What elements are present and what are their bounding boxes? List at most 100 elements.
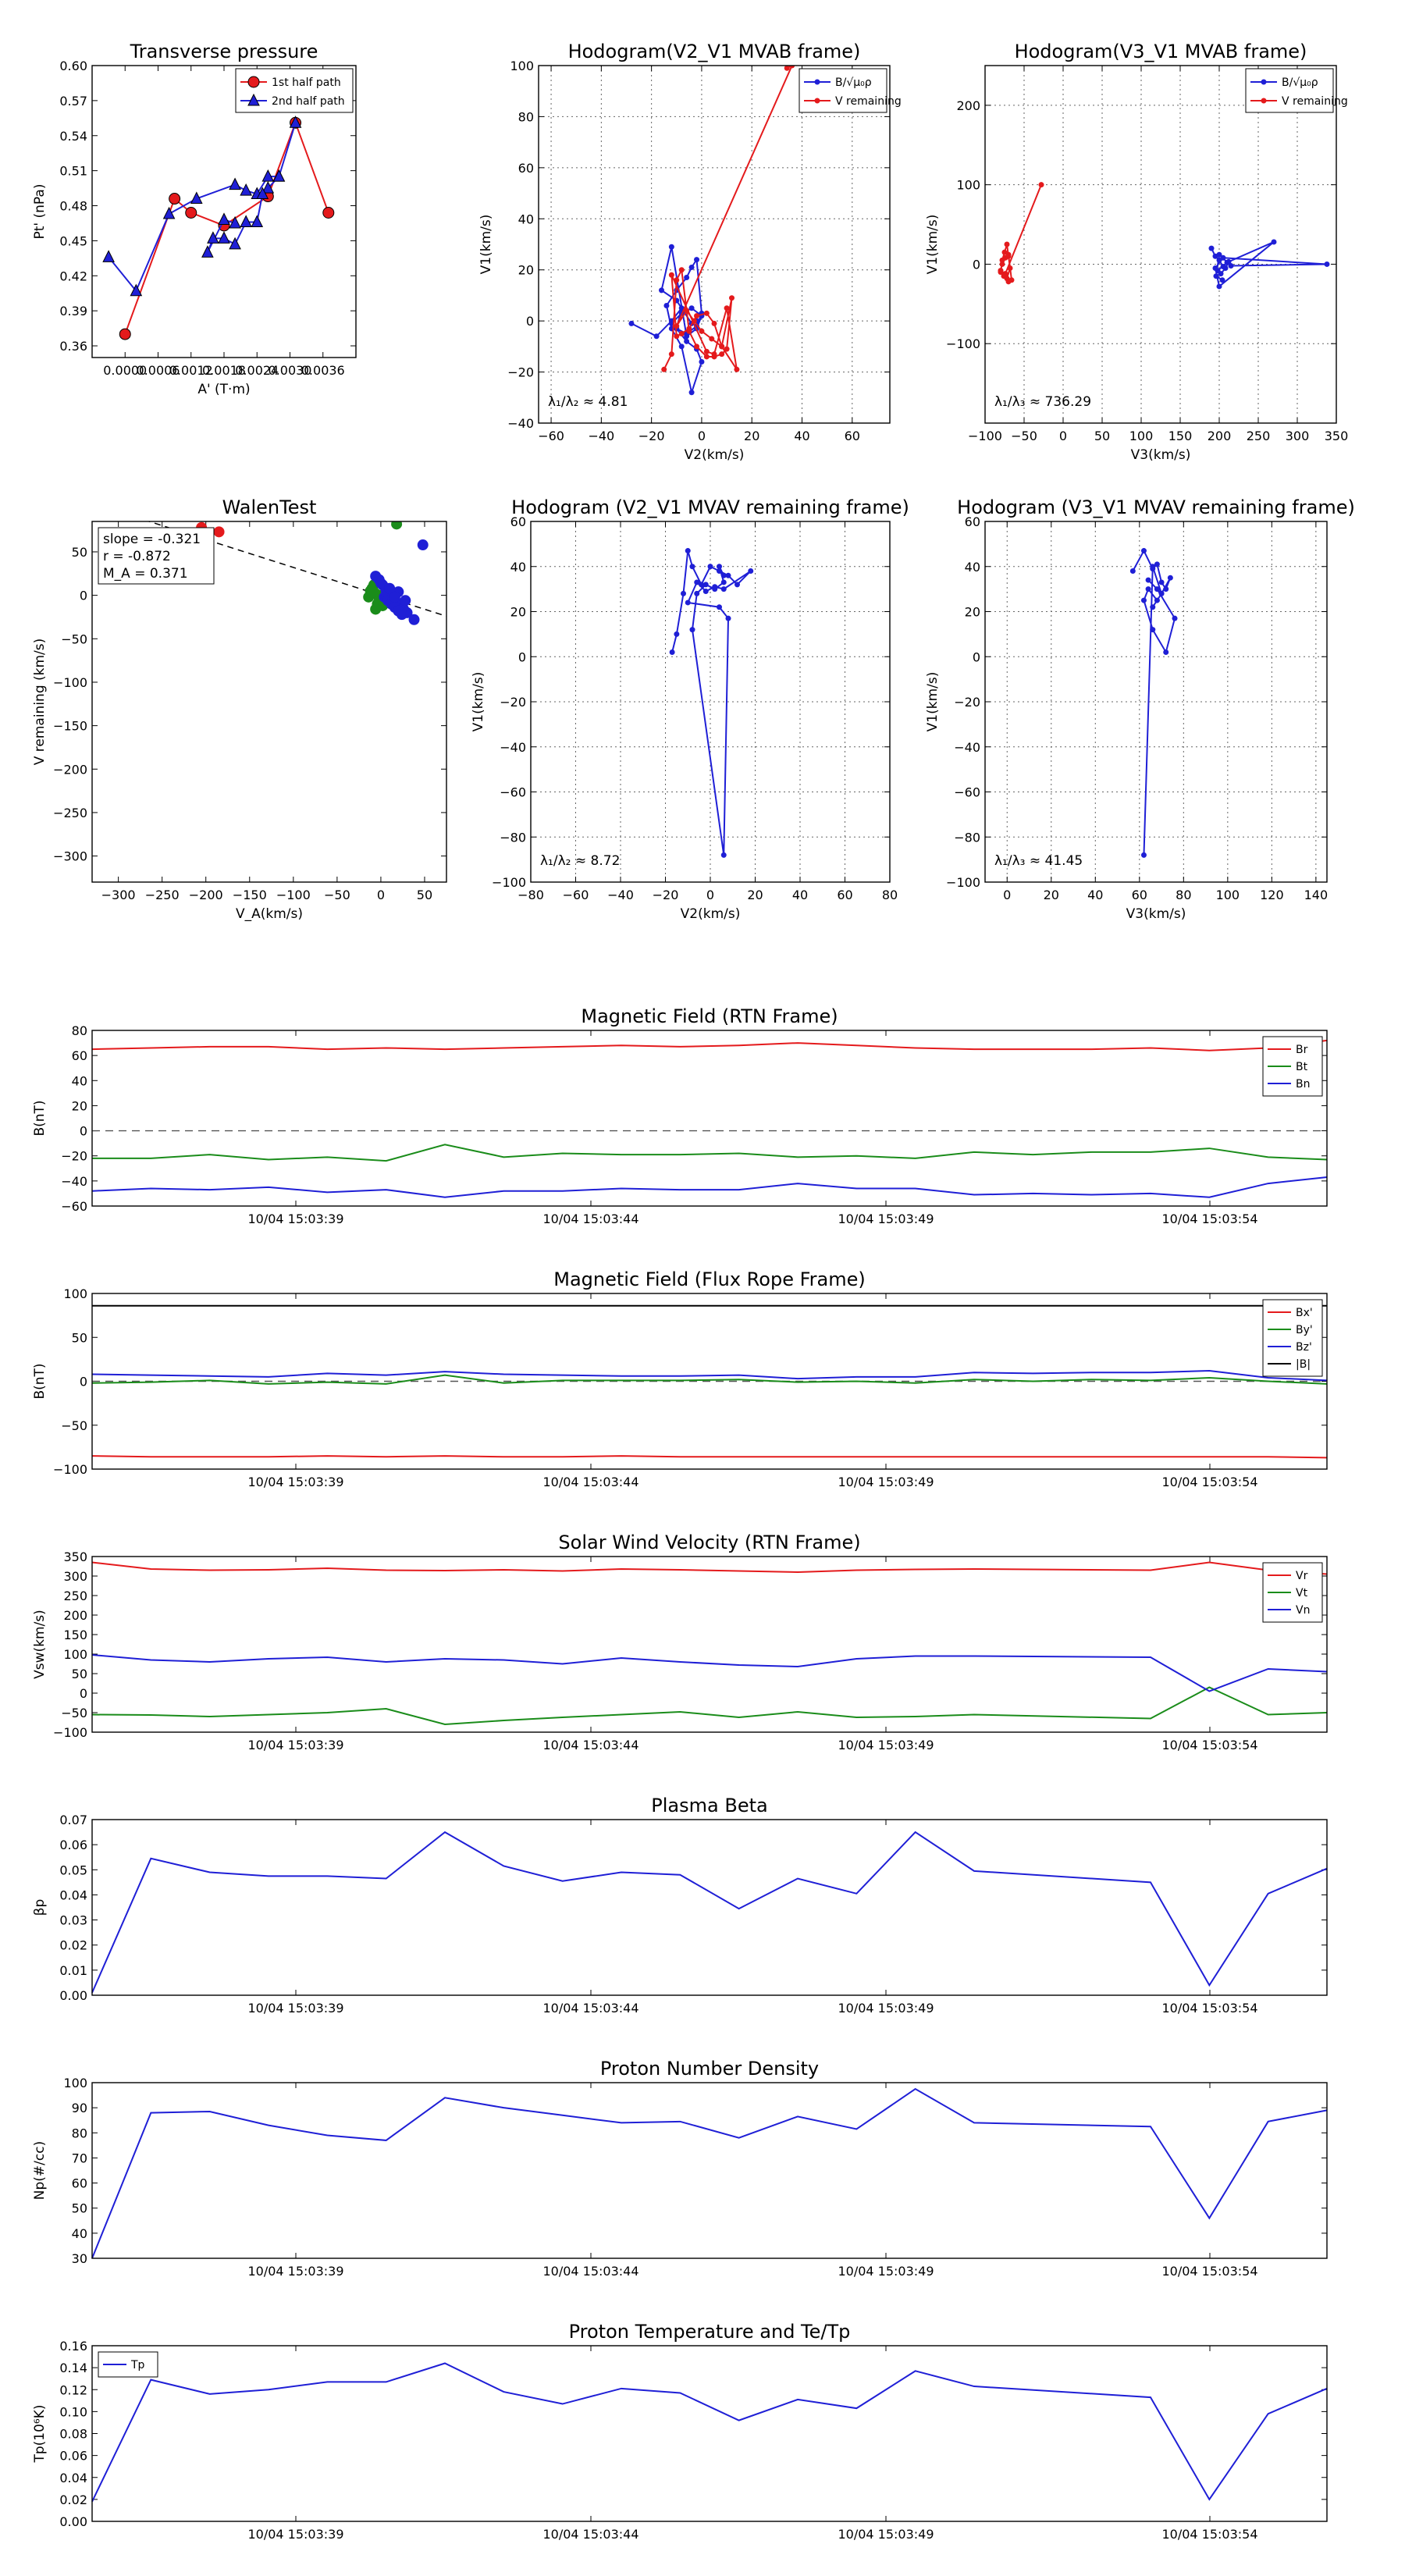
proton-number-density-ytick-label: 80	[72, 2126, 87, 2140]
data-point	[699, 358, 705, 365]
data-point	[694, 257, 699, 263]
magnetic-field-flux-rope-ytick-label: 0	[80, 1375, 87, 1389]
data-point	[1150, 627, 1156, 633]
data-point	[688, 390, 695, 396]
hodogram-v3-v1-mvav-xtick-label: 140	[1304, 888, 1329, 902]
legend-label: Bz'	[1296, 1341, 1312, 1354]
walen-test-title: WalenTest	[222, 496, 317, 518]
legend-frame	[1262, 1299, 1323, 1377]
magnetic-field-flux-rope-xtick-label: 10/04 15:03:44	[542, 1475, 638, 1489]
data-point	[1172, 615, 1178, 621]
solar-wind-velocity-ytick-label: 100	[63, 1647, 87, 1662]
hodogram-v3-v1-mvab-xlabel: V3(km/s)	[1131, 447, 1191, 463]
data-point	[190, 191, 203, 205]
data-point	[674, 323, 680, 329]
proton-temperature-legend: Tp	[98, 2351, 158, 2378]
hodogram-v2-v1-mvab-xtick-label: −20	[638, 429, 665, 443]
proton-temperature-ytick-label: 0.02	[59, 2492, 87, 2507]
data-point	[289, 116, 302, 128]
data-point	[681, 590, 686, 596]
hodogram-v2-v1-mvav-xtick-label: 60	[837, 888, 852, 902]
walen-test-xtick-label: −300	[101, 888, 136, 902]
magnetic-field-rtn-chart: Magnetic Field (RTN Frame) −60 −40 −20 0 20 40…	[32, 1005, 1328, 1226]
data-point	[668, 272, 674, 278]
data-point	[702, 589, 709, 595]
plasma-beta-ytick-label: 0.07	[59, 1813, 87, 1827]
plot-frame	[91, 1556, 1328, 1733]
magnetic-field-flux-rope-ytick-label: −50	[61, 1418, 87, 1433]
scatter-point-blue	[384, 582, 396, 594]
data-point	[719, 343, 725, 350]
series-line-Br	[91, 1039, 1328, 1051]
solar-wind-velocity-xtick-label: 10/04 15:03:54	[1161, 1738, 1257, 1752]
data-point	[688, 264, 695, 270]
stats-box-frame	[98, 527, 215, 585]
solar-wind-velocity-legend: Vr Vt Vn	[1262, 1562, 1323, 1623]
data-point	[1158, 590, 1165, 596]
plasma-beta-ytick-label: 0.06	[59, 1838, 87, 1852]
stats-ma: M_A = 0.371	[103, 566, 188, 582]
hodogram-v3-v1-mvav-ytick-label: −40	[954, 740, 980, 755]
hodogram-v3-v1-mvab-xtick-label: 200	[1208, 429, 1232, 443]
hodogram-v3-v1-mvab-xtick-label: 150	[1168, 429, 1193, 443]
scatter-point-red	[213, 526, 225, 538]
data-point	[678, 343, 685, 350]
proton-temperature-xtick-label: 10/04 15:03:39	[247, 2527, 343, 2542]
walen-test-xtick-label: −150	[233, 888, 267, 902]
hodogram-v2-v1-mvab-ytick-label: 40	[518, 212, 534, 226]
stats-slope: slope = -0.321	[103, 532, 201, 547]
magnetic-field-rtn-ytick-label: 40	[72, 1073, 87, 1088]
proton-number-density-ytick-label: 100	[63, 2076, 87, 2090]
data-point	[689, 564, 695, 570]
hodogram-v2-v1-mvav-title: Hodogram (V2_V1 MVAV remaining frame)	[511, 496, 909, 518]
series-line-Tp	[91, 2362, 1328, 2503]
plot-frame	[91, 1293, 1328, 1470]
transverse-pressure-ytick-label: 0.42	[59, 269, 87, 283]
data-point	[694, 343, 699, 350]
hodogram-v3-v1-mvav-ytick-label: −100	[946, 875, 980, 890]
scatter-point-blue	[389, 591, 400, 603]
solar-wind-velocity-xtick-label: 10/04 15:03:39	[247, 1738, 343, 1752]
hodogram-v2-v1-mvav-xtick-label: 20	[747, 888, 763, 902]
legend-frame	[799, 68, 887, 113]
data-point	[719, 351, 725, 358]
data-point	[674, 333, 680, 340]
data-point	[998, 268, 1004, 274]
hodogram-v2-v1-mvav-plot-area	[669, 548, 754, 858]
solar-wind-velocity-xtick-label: 10/04 15:03:44	[542, 1738, 638, 1752]
data-point	[702, 582, 709, 588]
hodogram-v2-v1-mvab-ytick-label: −20	[507, 365, 534, 380]
data-point	[1218, 271, 1224, 277]
hodogram-v2-v1-mvav-ytick-label: 20	[510, 605, 526, 620]
data-point	[686, 326, 692, 332]
proton-number-density-chart: Proton Number Density 30 40 50 60 70 80 90 100 10…	[32, 2058, 1328, 2279]
hodogram-v3-v1-mvav-ylabel: V1(km/s)	[925, 672, 941, 732]
data-point	[1007, 265, 1013, 272]
magnetic-field-rtn-ytick-label: −20	[61, 1149, 87, 1164]
data-point	[1216, 251, 1222, 258]
hodogram-v2-v1-mvav-xtick-label: 80	[882, 888, 898, 902]
data-point	[1261, 79, 1267, 85]
walen-stats-box: slope = -0.321 r = -0.872 M_A = 0.371	[98, 527, 215, 585]
magnetic-field-flux-rope-legend: Bx' By' Bz' |B|	[1262, 1299, 1323, 1377]
hodogram-v3-v1-mvav-xlabel: V3(km/s)	[1126, 906, 1186, 922]
data-point	[218, 231, 230, 244]
data-point	[1216, 283, 1222, 290]
proton-temperature-ytick-label: 0.16	[59, 2339, 87, 2354]
data-point	[261, 180, 275, 194]
plasma-beta-chart: Plasma Beta 0.00 0.01 0.02 0.03 0.04 0.05 0.06 0…	[32, 1795, 1328, 2016]
hodogram-v3-v1-mvab-legend: B/√μ₀ρ V remaining	[1245, 68, 1348, 113]
proton-number-density-xtick-label: 10/04 15:03:49	[838, 2264, 934, 2279]
data-point	[668, 244, 674, 250]
hodogram-v2-v1-mvab-eigen-ratio: λ₁/λ₂ ≈ 4.81	[548, 394, 628, 410]
hodogram-v3-v1-mvav-ytick-label: −80	[954, 830, 980, 845]
scatter-point-green	[391, 521, 403, 530]
hodogram-v3-v1-mvav-ytick-label: 40	[965, 560, 980, 575]
solar-wind-velocity-ytick-label: −50	[61, 1706, 87, 1720]
data-point	[720, 579, 727, 585]
magnetic-field-flux-rope-xtick-label: 10/04 15:03:54	[1161, 1475, 1257, 1489]
series-line-V	[671, 550, 752, 856]
hodogram-v2-v1-mvab-ytick-label: 20	[518, 263, 534, 278]
data-point	[703, 310, 710, 316]
transverse-pressure-ytick-label: 0.48	[59, 199, 87, 214]
